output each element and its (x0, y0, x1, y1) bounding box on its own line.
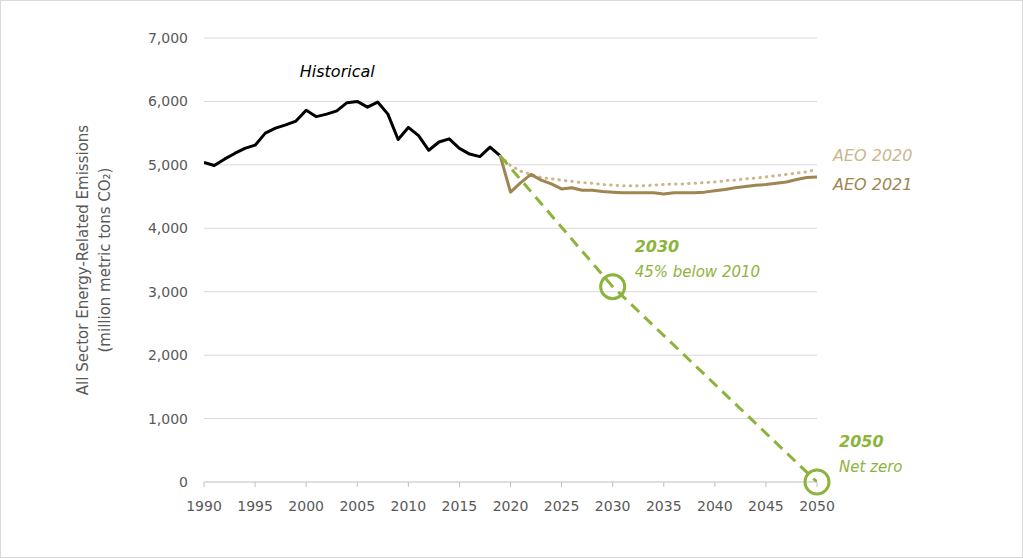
series-label: AEO 2021 (832, 175, 912, 194)
x-tick-label: 2015 (442, 498, 478, 514)
y-tick-label: 4,000 (148, 220, 188, 236)
x-tick-label: 2025 (544, 498, 580, 514)
x-tick (408, 482, 409, 487)
annotation-label: 2030 (635, 237, 680, 256)
y-tick-label: 3,000 (148, 284, 188, 300)
x-tick-label: 2020 (493, 498, 529, 514)
x-tick (714, 482, 715, 487)
grid-line (204, 38, 817, 39)
grid-line (204, 418, 817, 419)
x-tick-label: 1995 (237, 498, 273, 514)
chart: 0 1,000 2,000 3,000 4,000 5,000 6,000 7,000 1990… (0, 0, 1023, 558)
y-tick-label: 2,000 (148, 347, 188, 363)
x-tick (765, 482, 766, 487)
annotation-label: 2050 (839, 432, 884, 451)
series-label: AEO 2020 (832, 146, 912, 165)
y-tick-label: 1,000 (148, 411, 188, 427)
annotation-text: Net zero (839, 458, 903, 476)
grid-line (204, 355, 817, 356)
x-tick-label: 1990 (186, 498, 222, 514)
x-tick-label: 2040 (697, 498, 733, 514)
x-tick (357, 482, 358, 487)
x-tick (204, 482, 205, 487)
series-line (500, 156, 817, 194)
grid-line (204, 228, 817, 229)
x-tick-label: 2035 (646, 498, 682, 514)
x-tick-label: 2000 (288, 498, 324, 514)
series-label: Historical (300, 62, 376, 81)
x-tick-label: 2045 (748, 498, 784, 514)
y-axis-title: (million metric tons CO₂) (96, 168, 114, 353)
series-lines (204, 101, 817, 482)
x-tick (612, 482, 613, 487)
annotation-text: 45% below 2010 (635, 263, 760, 281)
y-tick-label: 5,000 (148, 157, 188, 173)
x-tick (459, 482, 460, 487)
x-tick (306, 482, 307, 487)
x-tick-label: 2005 (339, 498, 375, 514)
grid-line (204, 291, 817, 292)
y-tick-label: 7,000 (148, 30, 188, 46)
annotation-marker (805, 470, 829, 494)
x-tick (255, 482, 256, 487)
x-tick-label: 2050 (799, 498, 835, 514)
x-tick (663, 482, 664, 487)
x-tick-label: 2010 (391, 498, 427, 514)
series-line (500, 156, 817, 482)
x-tick-label: 2030 (595, 498, 631, 514)
series-line (204, 101, 500, 165)
x-tick (561, 482, 562, 487)
x-tick (510, 482, 511, 487)
y-axis-title: All Sector Energy-Related Emissions (74, 125, 92, 395)
y-tick-label: 6,000 (148, 93, 188, 109)
y-tick-label: 0 (179, 474, 188, 490)
annotation-marker (601, 275, 625, 299)
grid-line (204, 101, 817, 102)
chart-frame (1, 1, 1023, 558)
grid (204, 38, 817, 482)
